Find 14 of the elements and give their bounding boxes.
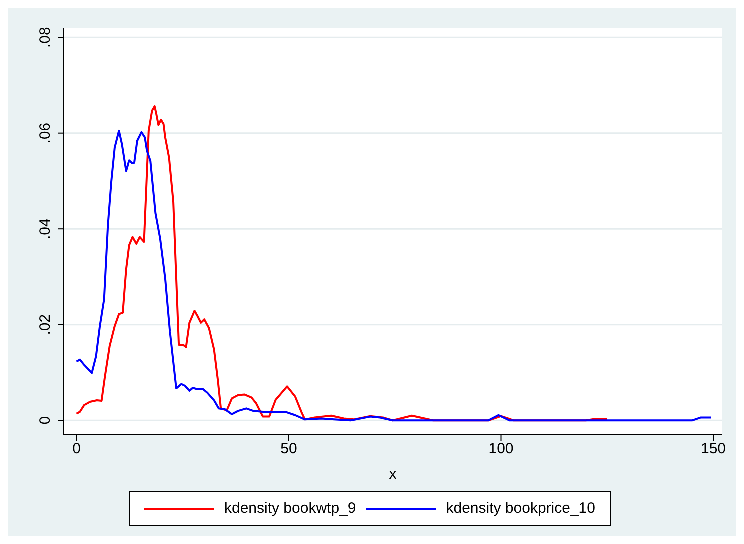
legend-label: kdensity bookprice_10 [446,500,596,517]
x-tick-label: 0 [72,440,81,458]
line-series [76,130,712,422]
y-tick-label: 0 [37,416,54,425]
y-tick-label: .02 [37,314,54,336]
x-tick-label: 100 [488,440,514,458]
y-tick-label: .06 [37,122,54,144]
y-tick-label: .08 [37,27,54,48]
legend-label: kdensity bookwtp_9 [224,500,356,517]
x-tick-label: 50 [280,440,298,458]
x-tick-label: 150 [700,440,726,458]
y-tick-label: .04 [37,218,54,240]
line-series [76,106,608,422]
x-axis-title: x [389,466,398,483]
